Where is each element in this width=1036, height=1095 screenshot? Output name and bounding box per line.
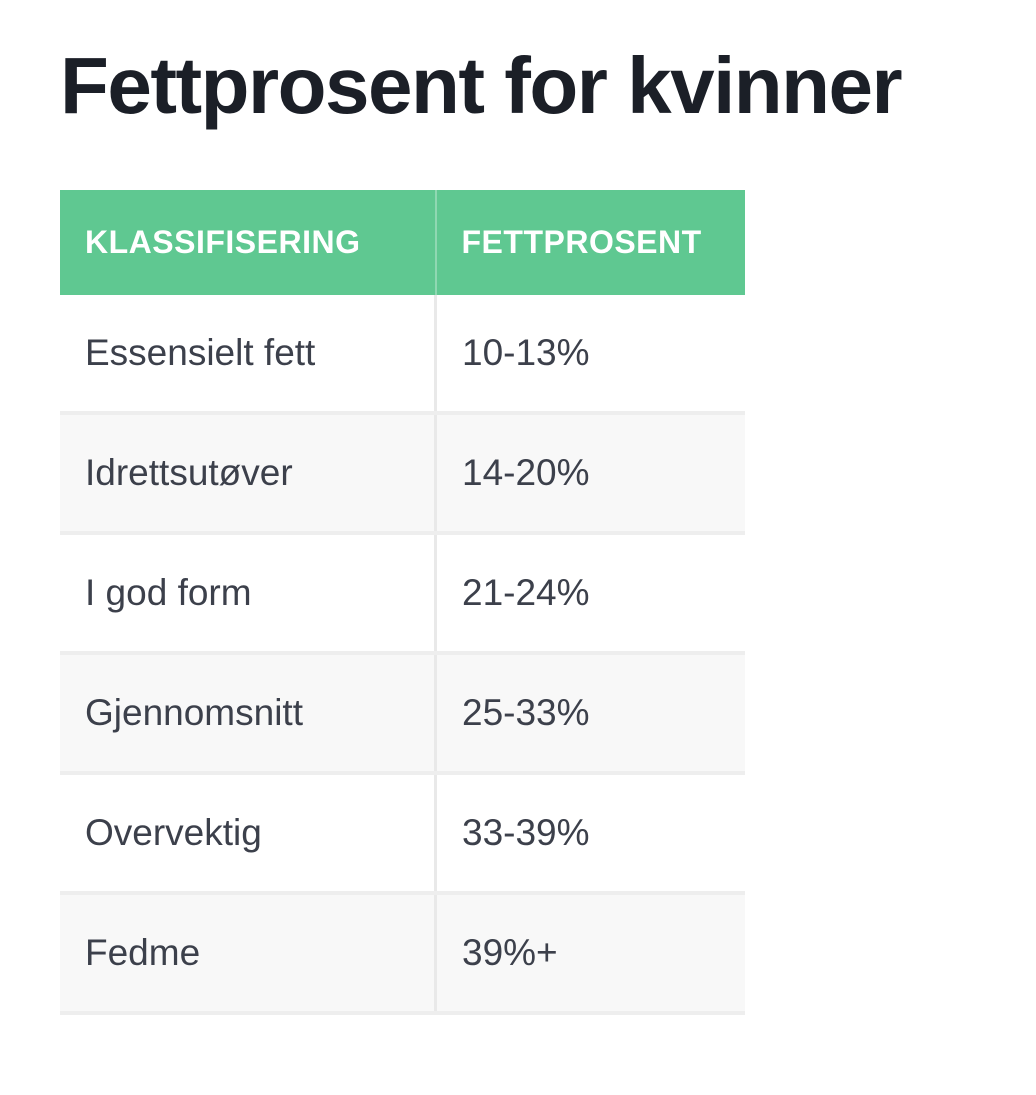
table-row: Essensielt fett 10-13% bbox=[60, 295, 745, 415]
table-row: Idrettsutøver 14-20% bbox=[60, 413, 745, 535]
table-row: I god form 21-24% bbox=[60, 533, 745, 655]
table-row: Overvektig 33-39% bbox=[60, 773, 745, 895]
percent-cell: 25-33% bbox=[434, 653, 745, 775]
percent-cell: 33-39% bbox=[434, 773, 745, 895]
classification-cell: Fedme bbox=[60, 893, 436, 1015]
header-classification: KLASSIFISERING bbox=[60, 190, 436, 295]
percent-cell: 39%+ bbox=[434, 893, 745, 1015]
classification-cell: Overvektig bbox=[60, 773, 436, 895]
classification-cell: Essensielt fett bbox=[60, 295, 436, 415]
percent-cell: 14-20% bbox=[434, 413, 745, 535]
table-row: Gjennomsnitt 25-33% bbox=[60, 653, 745, 775]
classification-cell: I god form bbox=[60, 533, 436, 655]
page-title: Fettprosent for kvinner bbox=[60, 41, 903, 130]
table-row: Fedme 39%+ bbox=[60, 893, 745, 1015]
body-fat-table: KLASSIFISERING FETTPROSENT Essensielt fe… bbox=[60, 190, 745, 1015]
percent-cell: 21-24% bbox=[434, 533, 745, 655]
header-fat-percent: FETTPROSENT bbox=[434, 190, 745, 295]
table-header: KLASSIFISERING FETTPROSENT bbox=[60, 190, 745, 295]
percent-cell: 10-13% bbox=[434, 295, 745, 415]
classification-cell: Idrettsutøver bbox=[60, 413, 436, 535]
classification-cell: Gjennomsnitt bbox=[60, 653, 436, 775]
